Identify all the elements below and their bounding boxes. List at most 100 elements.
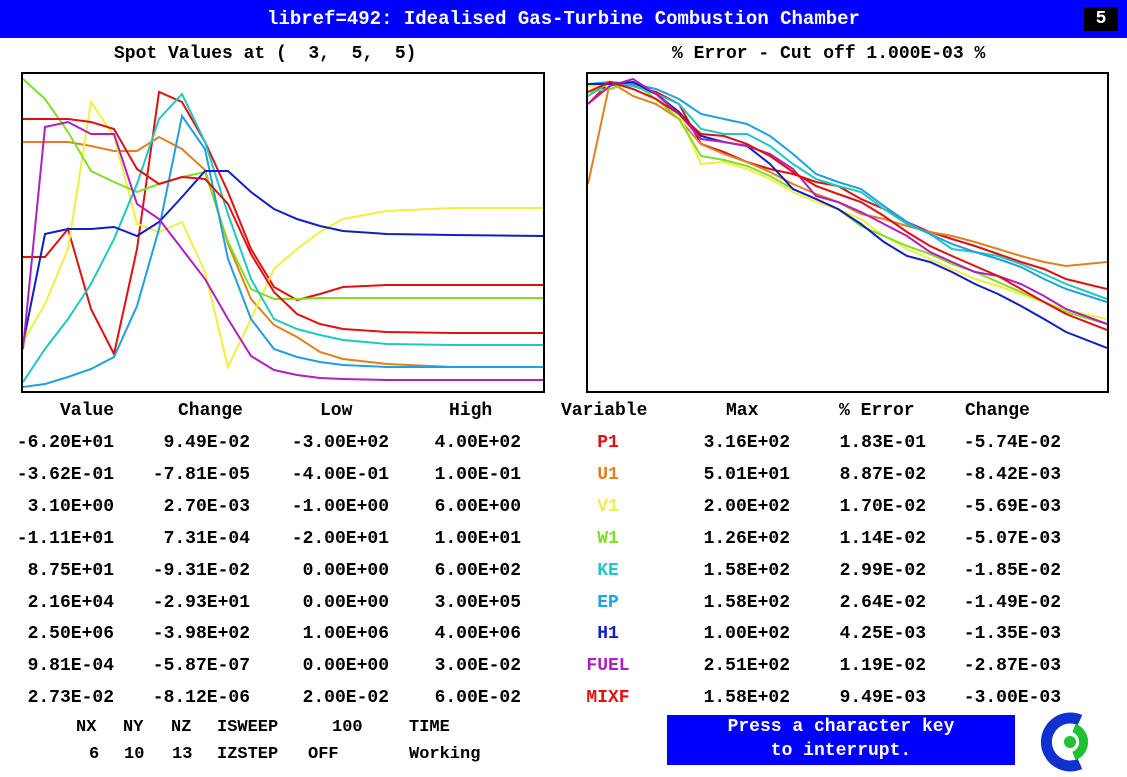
error-plot [586,72,1109,393]
header-error-change: Change [965,401,1030,421]
high-cell: 4.00E+06 [434,624,521,644]
error-curve-h1 [588,80,1107,349]
value-cell: 2.16E+04 [27,593,114,613]
error-curve-fuel [588,77,1107,325]
nz-value: 13 [172,745,193,764]
nx-value: 6 [89,745,100,764]
error-curve-ep [588,80,1107,303]
error-graph [588,77,1107,349]
error-curve-ke [588,80,1107,300]
error-cell: 1.70E-02 [839,497,926,517]
variable-name: W1 [597,529,619,549]
isweep-label: ISWEEP [217,718,279,737]
error-change-cell: -1.35E-03 [963,624,1061,644]
header-high: High [449,401,493,421]
change-cell: -3.98E+02 [152,624,250,644]
max-cell: 1.58E+02 [703,561,790,581]
spot-values-plot [21,72,545,393]
low-cell: -4.00E-01 [291,465,389,485]
variable-name: U1 [597,465,619,485]
high-cell: 4.00E+02 [434,433,521,453]
variable-name: KE [597,561,619,581]
error-curve-mixf [588,80,1107,331]
spot-curve-v1 [23,99,543,370]
header-variable: Variable [561,401,648,421]
ny-label: NY [123,718,144,737]
izstep-label: IZSTEP [217,745,279,764]
header-low: Low [320,401,353,421]
high-cell: 1.00E+01 [434,529,521,549]
value-cell: 3.10E+00 [27,497,114,517]
interrupt-line-2: to interrupt. [770,741,912,761]
window-title: libref=492: Idealised Gas-Turbine Combus… [267,8,860,30]
error-change-cell: -5.07E-03 [963,529,1061,549]
error-change-cell: -5.69E-03 [963,497,1061,517]
variable-name: MIXF [586,688,630,708]
change-cell: -8.12E-06 [152,688,250,708]
variable-name: FUEL [586,656,630,676]
low-cell: 1.00E+06 [302,624,389,644]
spot-curve-w1 [23,78,543,300]
time-value: Working [409,745,481,764]
low-cell: 0.00E+00 [302,656,389,676]
cham-logo-icon [1040,712,1104,772]
max-cell: 5.01E+01 [703,465,790,485]
error-cell: 2.99E-02 [839,561,926,581]
error-cell: 1.83E-01 [839,433,926,453]
interrupt-button[interactable]: Press a character key to interrupt. [667,715,1015,765]
error-plot-title: % Error - Cut off 1.000E-03 % [672,44,986,64]
variable-name: H1 [597,624,619,644]
high-cell: 6.00E+00 [434,497,521,517]
value-cell: -1.11E+01 [16,529,114,549]
max-cell: 1.26E+02 [703,529,790,549]
value-cell: 9.81E-04 [27,656,114,676]
error-change-cell: -1.49E-02 [963,593,1061,613]
change-cell: 2.70E-03 [163,497,250,517]
high-cell: 1.00E-01 [434,465,521,485]
value-cell: 2.73E-02 [27,688,114,708]
max-cell: 1.00E+02 [703,624,790,644]
spot-curve-h1 [23,170,543,345]
header-change: Change [178,401,243,421]
time-label: TIME [409,718,450,737]
error-change-cell: -1.85E-02 [963,561,1061,581]
header-value: Value [60,401,115,421]
interrupt-line-1: Press a character key [727,717,955,737]
header-max: Max [726,401,759,421]
error-change-cell: -5.74E-02 [963,433,1061,453]
low-cell: 0.00E+00 [302,561,389,581]
change-cell: 9.49E-02 [163,433,250,453]
nz-label: NZ [171,718,192,737]
izstep-value: OFF [308,745,339,764]
max-cell: 1.58E+02 [703,593,790,613]
value-cell: 8.75E+01 [27,561,114,581]
header-error: % Error [839,401,915,421]
error-change-cell: -3.00E-03 [963,688,1061,708]
value-cell: -6.20E+01 [16,433,114,453]
error-cell: 8.87E-02 [839,465,926,485]
error-curve-v1 [588,77,1107,320]
max-cell: 3.16E+02 [703,433,790,453]
change-cell: -2.93E+01 [152,593,250,613]
high-cell: 3.00E+05 [434,593,521,613]
title-bar: libref=492: Idealised Gas-Turbine Combus… [0,0,1127,38]
error-cell: 2.64E-02 [839,593,926,613]
error-cell: 9.49E-03 [839,688,926,708]
change-cell: 7.31E-04 [163,529,250,549]
page-number-badge: 5 [1084,7,1118,31]
error-cell: 4.25E-03 [839,624,926,644]
error-change-cell: -8.42E-03 [963,465,1061,485]
change-cell: -7.81E-05 [152,465,250,485]
spot-values-graph [23,78,543,388]
error-change-cell: -2.87E-03 [963,656,1061,676]
low-cell: -1.00E+00 [291,497,389,517]
low-cell: 0.00E+00 [302,593,389,613]
low-cell: -2.00E+01 [291,529,389,549]
variable-name: P1 [597,433,619,453]
spot-values-title: Spot Values at ( 3, 5, 5) [114,44,417,64]
error-curve-u1 [588,80,1107,268]
high-cell: 6.00E+02 [434,561,521,581]
low-cell: -3.00E+02 [291,433,389,453]
spot-curve-p1 [23,90,543,357]
spot-curve-ke [23,92,543,383]
